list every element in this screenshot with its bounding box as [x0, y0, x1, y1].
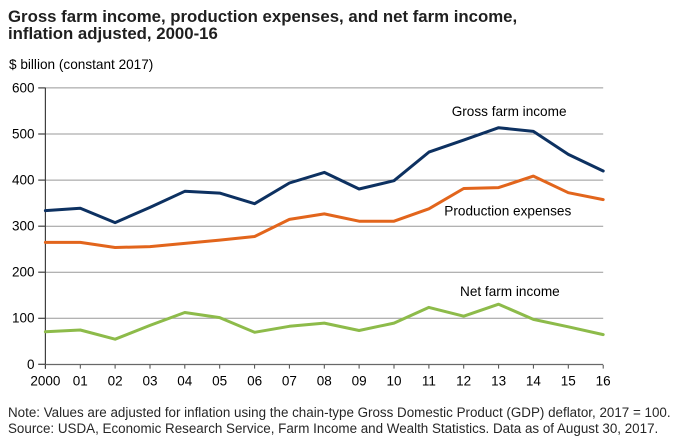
- svg-text:12: 12: [456, 374, 471, 389]
- svg-text:300: 300: [12, 219, 35, 234]
- svg-text:04: 04: [177, 374, 193, 389]
- svg-text:11: 11: [422, 374, 436, 389]
- svg-text:500: 500: [12, 126, 35, 141]
- svg-text:100: 100: [12, 311, 35, 326]
- svg-text:01: 01: [73, 374, 88, 389]
- svg-text:13: 13: [491, 374, 506, 389]
- svg-text:07: 07: [282, 374, 297, 389]
- svg-text:02: 02: [108, 374, 123, 389]
- svg-text:200: 200: [12, 265, 35, 280]
- svg-text:05: 05: [212, 374, 227, 389]
- svg-text:16: 16: [596, 374, 611, 389]
- svg-text:15: 15: [561, 374, 576, 389]
- svg-text:2000: 2000: [30, 374, 60, 389]
- svg-text:08: 08: [317, 374, 332, 389]
- svg-text:600: 600: [12, 80, 35, 95]
- svg-text:09: 09: [352, 374, 367, 389]
- svg-text:14: 14: [526, 374, 542, 389]
- svg-text:Production expenses: Production expenses: [444, 204, 571, 219]
- svg-text:0: 0: [27, 357, 35, 372]
- svg-text:400: 400: [12, 173, 35, 188]
- svg-text:Gross farm income: Gross farm income: [452, 104, 567, 119]
- svg-text:10: 10: [386, 374, 401, 389]
- svg-text:03: 03: [142, 374, 157, 389]
- svg-text:Net farm income: Net farm income: [460, 284, 560, 299]
- svg-text:06: 06: [247, 374, 262, 389]
